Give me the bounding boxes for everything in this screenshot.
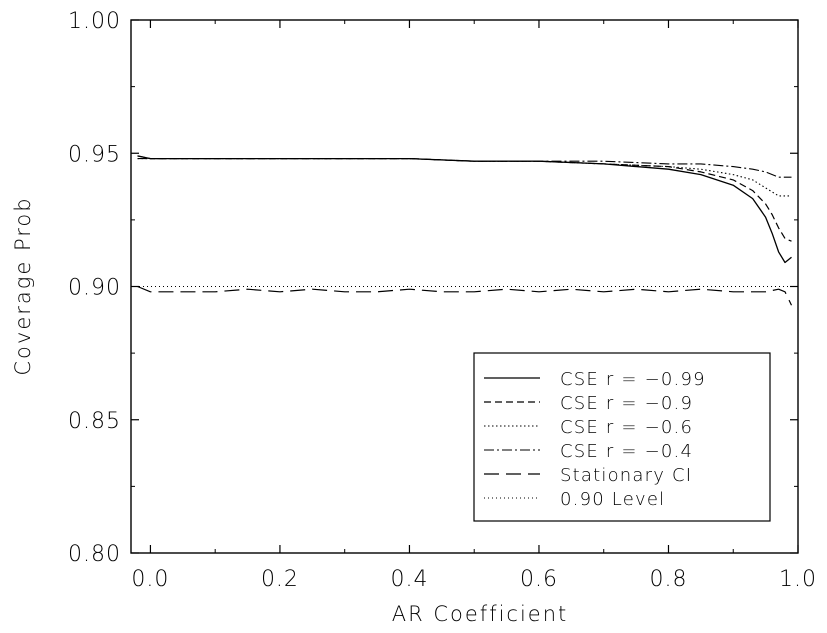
legend-label-3: CSE r = −0.6: [560, 417, 693, 438]
x-axis-label: AR Coefficient: [392, 602, 569, 626]
y-tick-label: 0.90: [68, 276, 121, 301]
x-tick-label: 0.0: [131, 567, 169, 592]
x-axis: 0.0 0.2 0.4 0.6 0.8 1.0: [131, 20, 817, 592]
legend-label-2: CSE r = −0.9: [560, 393, 693, 414]
x-tick-label: 0.6: [520, 567, 558, 592]
series-line-4: [137, 158, 792, 178]
x-tick-label: 0.2: [261, 567, 299, 592]
series-line-5: [137, 285, 793, 306]
legend-box: [473, 352, 771, 522]
y-axis: 0.80 0.85 0.90 0.95 1.00: [68, 9, 798, 567]
legend-label-5: Stationary CI: [560, 465, 692, 486]
legend: CSE r = −0.99 CSE r = −0.9 CSE r = −0.6 CSE…: [473, 352, 771, 522]
series-line-1: [137, 155, 792, 264]
series-line-2: [137, 155, 792, 242]
y-tick-label: 0.85: [68, 409, 121, 434]
series-line-3: [137, 158, 792, 197]
x-tick-label: 0.4: [390, 567, 428, 592]
y-tick-label: 1.00: [68, 9, 121, 34]
y-axis-label: Coverage Prob: [11, 196, 35, 375]
legend-label-4: CSE r = −0.4: [560, 441, 693, 462]
y-tick-label: 0.80: [68, 542, 121, 567]
y-tick-label: 0.95: [68, 142, 121, 167]
x-tick-label: 0.8: [649, 567, 687, 592]
legend-label-6: 0.90 Level: [560, 489, 665, 510]
x-tick-label: 1.0: [779, 567, 817, 592]
legend-label-1: CSE r = −0.99: [560, 369, 706, 390]
series-layer: [131, 155, 798, 306]
